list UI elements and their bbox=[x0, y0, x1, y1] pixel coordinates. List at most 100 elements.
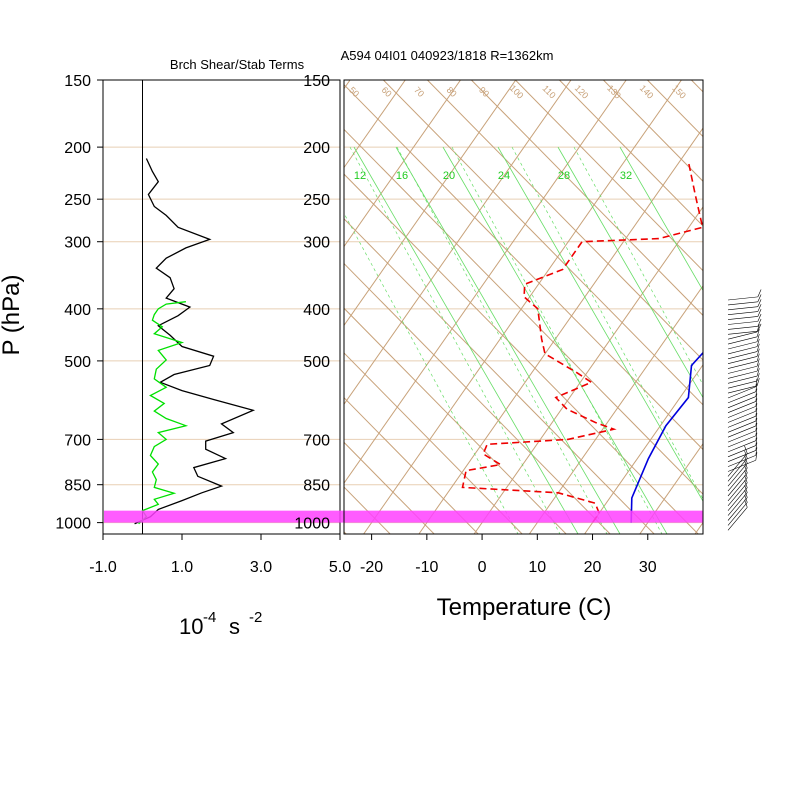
units-unit-exponent: -2 bbox=[249, 609, 262, 626]
right-y-tick-label: 850 bbox=[303, 478, 330, 495]
wind-barb-staff bbox=[727, 301, 758, 306]
wind-barb-staff bbox=[727, 440, 756, 453]
mixing-ratio-line-dashed bbox=[396, 146, 608, 534]
wind-barb-staff bbox=[727, 380, 758, 389]
right-y-tick-label: 1000 bbox=[294, 516, 330, 533]
wind-barb-flag bbox=[755, 442, 758, 451]
wind-barb-staff bbox=[727, 296, 758, 301]
wind-barb-flag bbox=[757, 289, 762, 297]
isotherm bbox=[418, 127, 703, 534]
wind-barb-staff bbox=[727, 336, 758, 345]
wind-barb-flag bbox=[756, 368, 760, 377]
wind-barb-staff bbox=[727, 487, 748, 511]
left-y-tick-label: 250 bbox=[64, 192, 91, 209]
dry-adiabat bbox=[0, 0, 268, 544]
left-y-tick-label: 400 bbox=[64, 302, 91, 319]
wind-barb-staff bbox=[727, 445, 756, 458]
dry-adiabat bbox=[344, 173, 699, 534]
wind-barb-staff bbox=[727, 463, 748, 487]
dry-adiabat bbox=[0, 0, 4, 544]
wind-barb-staff bbox=[727, 430, 756, 443]
isotherm bbox=[473, 206, 703, 534]
isotherm bbox=[528, 285, 703, 534]
right-x-tick-label: -20 bbox=[360, 559, 383, 576]
right-y-tick-label: 500 bbox=[303, 354, 330, 371]
mixing-ratio-line bbox=[442, 146, 668, 534]
wind-barb-staff bbox=[727, 410, 756, 423]
dry-adiabat-label: 80 bbox=[445, 85, 459, 99]
wind-barb-flag bbox=[757, 309, 762, 317]
dry-adiabat bbox=[602, 80, 703, 182]
wind-barb-staff bbox=[727, 391, 756, 404]
dry-adiabat bbox=[572, 0, 800, 544]
left-y-tick-label: 300 bbox=[64, 235, 91, 252]
right-panel-title: A594 04I01 040923/1818 R=1362km bbox=[341, 48, 554, 63]
left-plot-area bbox=[103, 80, 340, 534]
dry-adiabat bbox=[0, 0, 48, 544]
dry-adiabat bbox=[344, 128, 703, 495]
wind-barb-staff bbox=[727, 325, 758, 330]
dry-adiabat-label: 70 bbox=[412, 85, 426, 99]
wind-barb-flag bbox=[755, 408, 758, 417]
right-plot-area bbox=[0, 0, 800, 544]
left-y-tick-label: 700 bbox=[64, 432, 91, 449]
isotherm bbox=[363, 80, 682, 534]
wind-barb-flag bbox=[755, 452, 758, 461]
wind-barb-staff bbox=[727, 356, 758, 364]
wind-barb-flag bbox=[755, 422, 758, 431]
left-panel: 150 200 250 300 400 500 700 850 1000 -1.0 1.0 3.0 5.… bbox=[55, 73, 351, 576]
isotherm bbox=[0, 80, 240, 534]
dry-adiabat bbox=[344, 218, 655, 534]
wind-barb-staff bbox=[727, 385, 758, 394]
wind-barb-flag bbox=[755, 447, 758, 456]
right-x-tick-label: 0 bbox=[478, 559, 487, 576]
mixing-ratio-line-dashed bbox=[573, 146, 703, 386]
wind-barb-flag bbox=[755, 427, 758, 436]
right-y-tick-label: 200 bbox=[303, 140, 330, 157]
x-axis-label-temperature: Temperature (C) bbox=[437, 594, 612, 621]
mixing-ratio-line bbox=[497, 146, 703, 502]
wind-barb-flag bbox=[755, 417, 758, 427]
wind-barb-flag bbox=[744, 455, 748, 464]
wind-barb-staff bbox=[727, 425, 756, 438]
wind-barb-staff bbox=[727, 507, 748, 531]
wind-barb-flag bbox=[755, 398, 758, 407]
left-series-line-0 bbox=[134, 158, 256, 525]
mixing-ratio-label: 32 bbox=[620, 170, 632, 182]
wind-barb-staff bbox=[727, 365, 758, 374]
dry-adiabat bbox=[344, 307, 567, 534]
wind-barb-flag bbox=[744, 475, 748, 483]
wind-barb-staff bbox=[727, 386, 756, 399]
right-x-tick-label: 10 bbox=[528, 559, 546, 576]
right-y-tick-label: 250 bbox=[303, 192, 330, 209]
wind-barb-flag bbox=[755, 403, 758, 412]
wind-barb-staff bbox=[727, 415, 756, 428]
mixing-ratio-line-dashed bbox=[511, 146, 703, 500]
left-x-tick-label: 1.0 bbox=[171, 559, 193, 576]
left-y-tick-label: 1000 bbox=[55, 516, 91, 533]
wind-barb-flag bbox=[744, 499, 748, 508]
wind-barb-flag bbox=[744, 445, 748, 454]
wind-barb-flag bbox=[755, 378, 758, 387]
right-y-tick-label: 700 bbox=[303, 432, 330, 449]
wind-barb-flag bbox=[757, 318, 762, 327]
dry-adiabat bbox=[382, 80, 703, 406]
mixing-ratio-label: 24 bbox=[498, 170, 510, 182]
wind-barb-flag bbox=[756, 329, 760, 337]
isotherm bbox=[750, 80, 800, 534]
units-base: 10 bbox=[179, 614, 203, 639]
wind-barb-flag bbox=[755, 413, 758, 422]
wind-barb-staff bbox=[727, 406, 756, 418]
wind-barb-flag bbox=[755, 383, 758, 392]
right-x-tick-label: 30 bbox=[639, 559, 657, 576]
units-base-exponent: -4 bbox=[203, 609, 216, 626]
isotherm bbox=[344, 80, 572, 406]
temperature-profile bbox=[630, 351, 703, 523]
left-y-tick-label: 500 bbox=[64, 354, 91, 371]
mixing-ratio-line bbox=[353, 146, 579, 534]
left-x-tick-label: 3.0 bbox=[250, 559, 272, 576]
wind-barb-staff bbox=[727, 306, 758, 311]
